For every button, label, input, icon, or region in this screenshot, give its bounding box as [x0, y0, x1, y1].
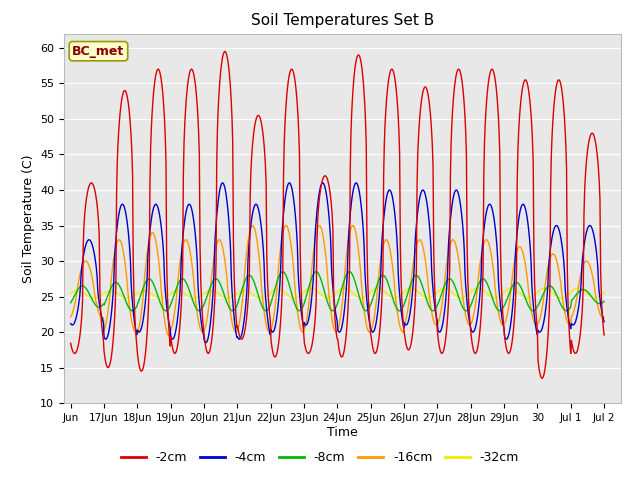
Legend: -2cm, -4cm, -8cm, -16cm, -32cm: -2cm, -4cm, -8cm, -16cm, -32cm: [116, 446, 524, 469]
Text: BC_met: BC_met: [72, 45, 125, 58]
X-axis label: Time: Time: [327, 426, 358, 439]
Y-axis label: Soil Temperature (C): Soil Temperature (C): [22, 154, 35, 283]
Title: Soil Temperatures Set B: Soil Temperatures Set B: [251, 13, 434, 28]
